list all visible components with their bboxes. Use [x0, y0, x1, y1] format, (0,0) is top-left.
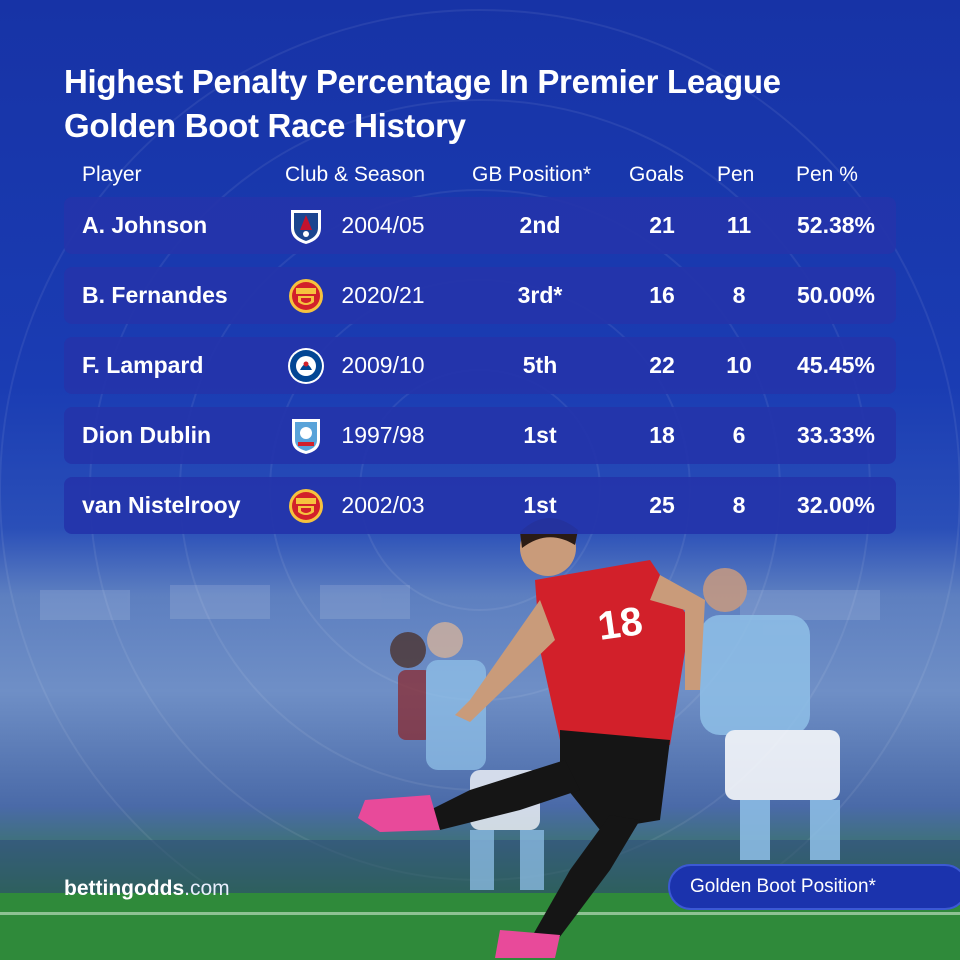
goals: 21	[649, 212, 675, 238]
player-name: van Nistelrooy	[82, 492, 241, 518]
player-name: B. Fernandes	[82, 282, 228, 308]
player-name: F. Lampard	[82, 352, 204, 378]
manchester-united-crest-icon	[289, 279, 323, 313]
table-body: A. Johnson 2004/05 2nd 21 11 52.38% B. F…	[64, 197, 896, 547]
player-name: A. Johnson	[82, 212, 208, 238]
penalty-percentage: 52.38%	[796, 212, 875, 238]
manchester-united-crest-icon	[289, 489, 323, 523]
goals: 25	[649, 492, 675, 518]
table-row: van Nistelrooy 2002/03 1st 25 8 32.00%	[64, 477, 896, 534]
table-row: B. Fernandes 2020/21 3rd* 16 8 50.00%	[64, 267, 896, 324]
column-header-pen-pct: Pen %	[796, 163, 858, 186]
penalty-percentage: 32.00%	[796, 492, 875, 518]
goals: 16	[649, 282, 675, 308]
penalty-percentage: 45.45%	[796, 352, 875, 378]
gb-position: 5th	[522, 352, 558, 378]
crystal-palace-crest-icon	[291, 210, 321, 244]
penalty-percentage: 50.00%	[796, 282, 875, 308]
goals: 18	[649, 422, 675, 448]
season: 1997/98	[341, 422, 425, 448]
gb-position: 2nd	[519, 212, 561, 238]
column-header-player: Player	[82, 163, 142, 186]
chelsea-crest-icon	[288, 348, 324, 384]
season: 2009/10	[341, 352, 425, 378]
brand-logo: bettingodds.com	[64, 876, 230, 902]
table-header: Player Club & Season GB Position* Goals …	[0, 160, 960, 190]
penalty-percentage: 33.33%	[796, 422, 875, 448]
player-name: Dion Dublin	[82, 422, 212, 448]
penalties: 6	[732, 422, 746, 448]
penalties: 8	[732, 492, 746, 518]
brand-name: bettingodds	[64, 877, 185, 900]
gb-position: 3rd*	[517, 282, 563, 308]
table-row: Dion Dublin 1997/98 1st 18 6 33.33%	[64, 407, 896, 464]
column-header-club-season: Club & Season	[285, 163, 426, 186]
penalties: 11	[726, 212, 752, 238]
brand-suffix: .com	[184, 877, 230, 900]
footnote-badge: Golden Boot Position*	[668, 864, 960, 910]
column-header-goals: Goals	[629, 163, 684, 186]
season: 2004/05	[341, 212, 425, 238]
title-line-1: Highest Penalty Percentage In Premier Le…	[64, 63, 781, 100]
footnote-text: Golden Boot Position*	[690, 876, 876, 897]
penalties: 8	[732, 282, 746, 308]
gb-position: 1st	[523, 422, 557, 448]
season: 2020/21	[341, 282, 425, 308]
column-header-pen: Pen	[717, 163, 755, 186]
gb-position: 1st	[523, 492, 557, 518]
coventry-city-crest-icon	[292, 419, 320, 454]
penalties: 10	[726, 352, 752, 378]
column-header-gb-position: GB Position*	[472, 163, 592, 186]
page-title: Highest Penalty Percentage In Premier Le…	[64, 60, 904, 148]
table-row: A. Johnson 2004/05 2nd 21 11 52.38%	[64, 197, 896, 254]
goals: 22	[649, 352, 675, 378]
table-row: F. Lampard 2009/10 5th 22 10 45.45%	[64, 337, 896, 394]
title-line-2: Golden Boot Race History	[64, 107, 466, 144]
season: 2002/03	[341, 492, 425, 518]
svg-text:18: 18	[595, 599, 645, 649]
